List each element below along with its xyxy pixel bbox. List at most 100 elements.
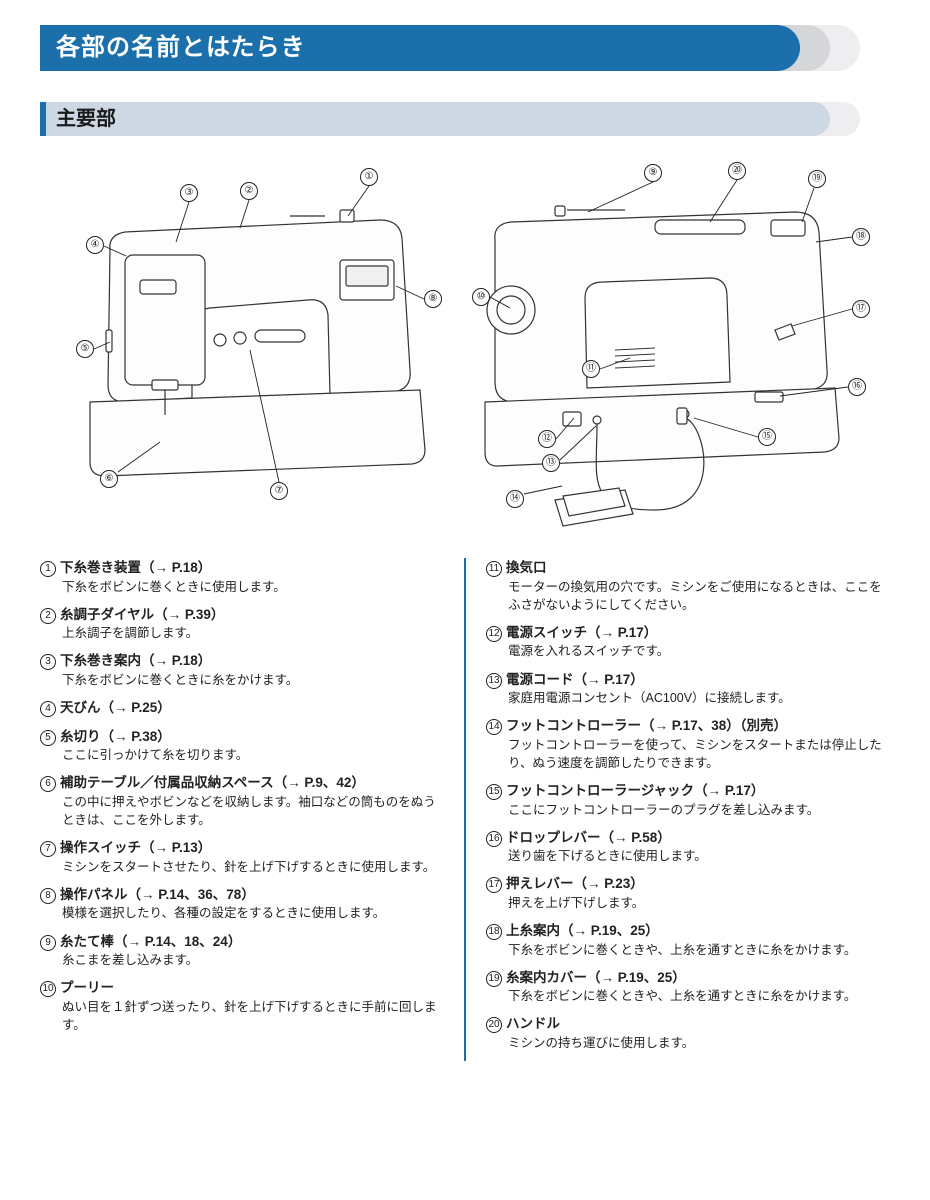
parts-list-item: 8操作パネル（→ P.14、36、78）模様を選択したり、各種の設定をするときに… <box>40 885 444 923</box>
parts-list-item: 5 糸切り（→ P.38） ここに引っかけて糸を切ります。 <box>40 727 444 765</box>
parts-list-item: 10プーリーぬい目を１針ずつ送ったり、針を上げ下げするときに手前に回します。 <box>40 978 444 1034</box>
parts-item-number: 6 <box>40 776 56 792</box>
parts-item-description: この中に押えやボビンなどを収納します。袖口などの筒ものをぬうときは、ここを外しま… <box>40 793 444 829</box>
parts-item-title: ハンドル <box>506 1016 560 1031</box>
parts-item-heading: 1下糸巻き装置（→ P.18） <box>40 558 444 578</box>
parts-list-item: 13電源コード（→ P.17）家庭用電源コンセント（AC100V）に接続します。 <box>486 670 890 708</box>
callout-7: ⑦ <box>270 482 288 500</box>
callout-4: ④ <box>86 236 104 254</box>
parts-item-number: 5 <box>40 730 56 746</box>
parts-item-number: 15 <box>486 784 502 800</box>
parts-item-title: 操作スイッチ <box>60 840 141 855</box>
parts-item-page-ref: （→ P.58） <box>601 830 671 845</box>
parts-item-page-ref: （→ P.17） <box>694 783 764 798</box>
parts-item-description: 送り歯を下げるときに使用します。 <box>486 847 890 865</box>
parts-item-description: 上糸調子を調節します。 <box>40 624 444 642</box>
parts-item-description: 糸こまを差し込みます。 <box>40 951 444 969</box>
parts-item-page-ref: （→ P.23） <box>574 876 644 891</box>
parts-item-number: 16 <box>486 831 502 847</box>
parts-item-title: 下糸巻き装置 <box>60 560 141 575</box>
parts-item-title: 糸切り <box>60 729 101 744</box>
parts-item-number: 9 <box>40 935 56 951</box>
parts-item-title: 補助テーブル／付属品収納スペース <box>60 775 274 790</box>
parts-item-number: 3 <box>40 654 56 670</box>
parts-item-number: 18 <box>486 924 502 940</box>
parts-item-description: ここにフットコントローラーのプラグを差し込みます。 <box>486 801 890 819</box>
parts-item-heading: 2糸調子ダイヤル（→ P.39） <box>40 605 444 625</box>
page-title: 各部の名前とはたらき <box>40 20 890 76</box>
parts-item-heading: 6補助テーブル／付属品収納スペース（→ P.9、42） <box>40 773 444 793</box>
callout-3: ③ <box>180 184 198 202</box>
parts-diagram: ① ② ③ ④ ⑤ ⑥ ⑦ ⑧ ⑨ ⑩ ⑪ ⑫ ⑬ ⑭ ⑮ ⑯ ⑰ ⑱ ⑲ ⑳ <box>40 150 890 550</box>
parts-list-item: 7 操作スイッチ（→ P.13） ミシンをスタートさせたり、針を上げ下げするときに使… <box>40 838 444 876</box>
parts-item-page-ref: （→ P.17） <box>587 625 657 640</box>
parts-item-heading: 17押えレバー（→ P.23） <box>486 874 890 894</box>
callout-19: ⑲ <box>808 170 826 188</box>
page-title-bar: 各部の名前とはたらき <box>40 20 890 76</box>
parts-item-description: 家庭用電源コンセント（AC100V）に接続します。 <box>486 689 890 707</box>
parts-item-page-ref: （→ P.19、25） <box>560 923 659 938</box>
parts-item-number: 7 <box>40 841 56 857</box>
parts-item-title: 糸調子ダイヤル <box>60 607 154 622</box>
parts-item-title: 換気口 <box>506 560 547 575</box>
parts-item-page-ref: （→ P.18） <box>141 560 211 575</box>
machine-back-illustration <box>455 180 875 530</box>
parts-list-item: 4天びん（→ P.25） <box>40 698 444 718</box>
parts-list-item: 20ハンドルミシンの持ち運びに使用します。 <box>486 1014 890 1052</box>
parts-item-page-ref: （→ P.19、25） <box>587 970 686 985</box>
parts-list-item: 15 フットコントローラージャック（→ P.17） ここにフットコントローラーのプラ… <box>486 781 890 819</box>
parts-item-description: ミシンをスタートさせたり、針を上げ下げするときに使用します。 <box>40 858 444 876</box>
parts-item-description: ぬい目を１針ずつ送ったり、針を上げ下げするときに手前に回します。 <box>40 998 444 1034</box>
parts-item-page-ref: （→ P.18） <box>141 653 211 668</box>
callout-6: ⑥ <box>100 470 118 488</box>
parts-item-heading: 12 電源スイッチ（→ P.17） <box>486 623 890 643</box>
parts-item-title: 操作パネル <box>60 887 128 902</box>
parts-item-heading: 19糸案内カバー（→ P.19、25） <box>486 968 890 988</box>
parts-list-item: 12 電源スイッチ（→ P.17） 電源を入れるスイッチです。 <box>486 623 890 661</box>
parts-item-heading: 18上糸案内（→ P.19、25） <box>486 921 890 941</box>
parts-item-number: 4 <box>40 701 56 717</box>
parts-list-item: 17押えレバー（→ P.23）押えを上げ下げします。 <box>486 874 890 912</box>
parts-item-description: ミシンの持ち運びに使用します。 <box>486 1034 890 1052</box>
parts-item-description: 電源を入れるスイッチです。 <box>486 642 890 660</box>
parts-item-title: フットコントローラー <box>506 718 641 733</box>
parts-item-page-ref: （→ P.14、18、24） <box>114 934 241 949</box>
parts-item-description: 下糸をボビンに巻くときや、上糸を通すときに糸をかけます。 <box>486 941 890 959</box>
parts-item-title: フットコントローラージャック <box>506 783 694 798</box>
parts-item-heading: 15 フットコントローラージャック（→ P.17） <box>486 781 890 801</box>
parts-list-item: 11換気口モーターの換気用の穴です。ミシンをご使用になるときは、ここをふさがない… <box>486 558 890 614</box>
parts-item-title: 天びん <box>60 700 101 715</box>
callout-13: ⑬ <box>542 454 560 472</box>
callout-14: ⑭ <box>506 490 524 508</box>
parts-item-page-ref: （→ P.17、38）（別売） <box>641 718 787 733</box>
parts-list-item: 2糸調子ダイヤル（→ P.39）上糸調子を調節します。 <box>40 605 444 643</box>
parts-list: 1下糸巻き装置（→ P.18）下糸をボビンに巻くときに使用します。 2糸調子ダイヤ… <box>40 558 890 1061</box>
parts-item-heading: 20ハンドル <box>486 1014 890 1034</box>
parts-item-page-ref: （→ P.38） <box>101 729 171 744</box>
parts-item-description: 下糸をボビンに巻くときや、上糸を通すときに糸をかけます。 <box>486 987 890 1005</box>
parts-item-number: 13 <box>486 673 502 689</box>
parts-item-heading: 5 糸切り（→ P.38） <box>40 727 444 747</box>
parts-list-item: 16 ドロップレバー（→ P.58） 送り歯を下げるときに使用します。 <box>486 828 890 866</box>
parts-item-description: ここに引っかけて糸を切ります。 <box>40 746 444 764</box>
parts-item-page-ref: （→ P.17） <box>574 672 644 687</box>
parts-item-number: 12 <box>486 626 502 642</box>
parts-list-item: 6補助テーブル／付属品収納スペース（→ P.9、42）この中に押えやボビンなどを… <box>40 773 444 829</box>
parts-item-title: 電源スイッチ <box>506 625 587 640</box>
callout-16: ⑯ <box>848 378 866 396</box>
callout-9: ⑨ <box>644 164 662 182</box>
parts-item-heading: 11 換気口 <box>486 558 890 578</box>
parts-list-item: 1下糸巻き装置（→ P.18）下糸をボビンに巻くときに使用します。 <box>40 558 444 596</box>
parts-item-page-ref: （→ P.39） <box>154 607 224 622</box>
machine-front-illustration <box>70 180 440 480</box>
parts-list-item: 18上糸案内（→ P.19、25）下糸をボビンに巻くときや、上糸を通すときに糸を… <box>486 921 890 959</box>
parts-item-page-ref: （→ P.13） <box>141 840 211 855</box>
parts-item-title: ドロップレバー <box>506 830 601 845</box>
parts-item-heading: 4天びん（→ P.25） <box>40 698 444 718</box>
parts-item-heading: 13電源コード（→ P.17） <box>486 670 890 690</box>
parts-item-number: 11 <box>486 561 502 577</box>
section-heading-bar: 主要部 <box>40 102 890 140</box>
manual-page: 各部の名前とはたらき 主要部 <box>0 0 930 1091</box>
parts-item-number: 17 <box>486 877 502 893</box>
parts-list-item: 9糸たて棒（→ P.14、18、24）糸こまを差し込みます。 <box>40 932 444 970</box>
